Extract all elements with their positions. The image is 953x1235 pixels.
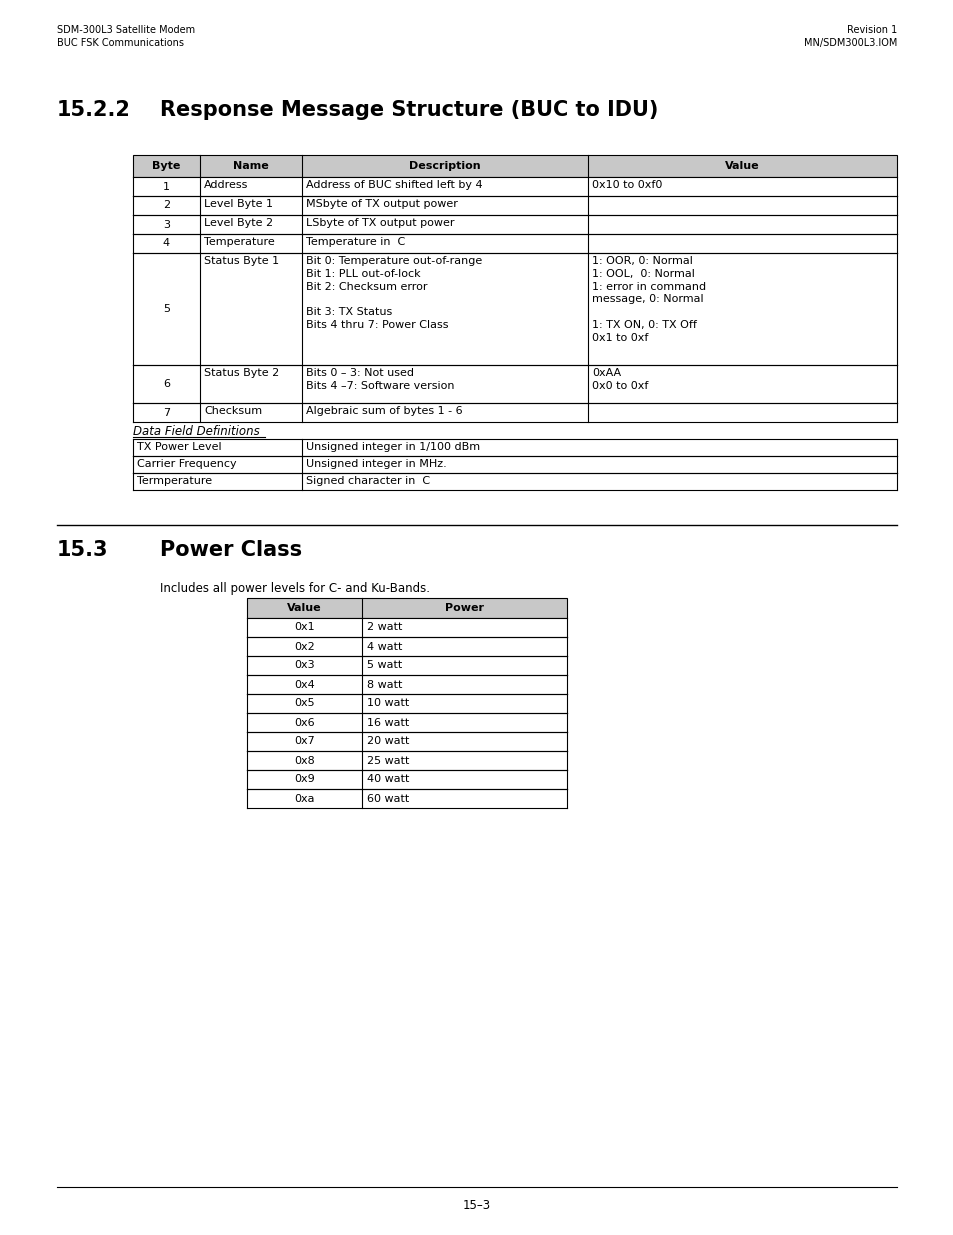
Text: 10 watt: 10 watt: [367, 699, 409, 709]
Bar: [247, 789, 566, 808]
Text: 0x6: 0x6: [294, 718, 314, 727]
Bar: [247, 637, 566, 656]
Text: 0x3: 0x3: [294, 661, 314, 671]
Bar: [132, 438, 896, 456]
Bar: [132, 403, 896, 422]
Text: 16 watt: 16 watt: [367, 718, 409, 727]
Text: 0x4: 0x4: [294, 679, 314, 689]
Bar: [247, 598, 566, 618]
Text: 15–3: 15–3: [462, 1199, 491, 1212]
Text: Data Field Definitions: Data Field Definitions: [132, 425, 259, 438]
Text: Includes all power levels for C- and Ku-Bands.: Includes all power levels for C- and Ku-…: [160, 582, 430, 595]
Text: 2 watt: 2 watt: [367, 622, 402, 632]
Bar: [247, 618, 566, 637]
Bar: [247, 656, 566, 676]
Text: 0x8: 0x8: [294, 756, 314, 766]
Text: Power: Power: [444, 603, 483, 613]
Text: 15.2.2: 15.2.2: [57, 100, 131, 120]
Text: 4 watt: 4 watt: [367, 641, 402, 652]
Text: 1: OOR, 0: Normal
1: OOL,  0: Normal
1: error in command
message, 0: Normal

1: : 1: OOR, 0: Normal 1: OOL, 0: Normal 1: e…: [592, 256, 705, 343]
Bar: [247, 732, 566, 751]
Text: Status Byte 2: Status Byte 2: [204, 368, 279, 378]
Text: Byte: Byte: [152, 161, 180, 170]
Bar: [247, 751, 566, 769]
Bar: [247, 676, 566, 694]
Bar: [132, 473, 896, 490]
Text: Temperature: Temperature: [204, 237, 274, 247]
Text: Value: Value: [287, 603, 321, 613]
Text: Description: Description: [409, 161, 480, 170]
Text: 0x1: 0x1: [294, 622, 314, 632]
Bar: [132, 366, 896, 403]
Text: 0x7: 0x7: [294, 736, 314, 746]
Bar: [132, 233, 896, 253]
Text: 5: 5: [163, 304, 170, 314]
Bar: [247, 598, 566, 618]
Text: Termperature: Termperature: [137, 475, 212, 487]
Text: 1: 1: [163, 182, 170, 191]
Text: LSbyte of TX output power: LSbyte of TX output power: [306, 219, 454, 228]
Text: Carrier Frequency: Carrier Frequency: [137, 459, 236, 469]
Text: TX Power Level: TX Power Level: [137, 442, 221, 452]
Bar: [247, 694, 566, 713]
Bar: [132, 156, 896, 177]
Text: Bits 0 – 3: Not used
Bits 4 –7: Software version: Bits 0 – 3: Not used Bits 4 –7: Software…: [306, 368, 454, 390]
Text: 20 watt: 20 watt: [367, 736, 409, 746]
Bar: [132, 456, 896, 473]
Bar: [247, 769, 566, 789]
Text: 7: 7: [163, 408, 170, 417]
Bar: [132, 196, 896, 215]
Bar: [132, 156, 896, 177]
Text: Power Class: Power Class: [160, 540, 302, 559]
Text: 6: 6: [163, 379, 170, 389]
Text: Unsigned integer in MHz.: Unsigned integer in MHz.: [306, 459, 446, 469]
Text: Level Byte 1: Level Byte 1: [204, 199, 273, 209]
Text: Checksum: Checksum: [204, 406, 262, 416]
Text: Unsigned integer in 1/100 dBm: Unsigned integer in 1/100 dBm: [306, 442, 479, 452]
Text: 25 watt: 25 watt: [367, 756, 409, 766]
Text: 0xAA
0x0 to 0xf: 0xAA 0x0 to 0xf: [592, 368, 648, 390]
Text: MN/SDM300L3.IOM: MN/SDM300L3.IOM: [802, 38, 896, 48]
Text: 2: 2: [163, 200, 170, 210]
Text: 0x10 to 0xf0: 0x10 to 0xf0: [592, 180, 661, 190]
Bar: [247, 713, 566, 732]
Text: Response Message Structure (BUC to IDU): Response Message Structure (BUC to IDU): [160, 100, 658, 120]
Text: Revision 1: Revision 1: [846, 25, 896, 35]
Text: 40 watt: 40 watt: [367, 774, 409, 784]
Bar: [132, 215, 896, 233]
Bar: [132, 177, 896, 196]
Text: 0x5: 0x5: [294, 699, 314, 709]
Text: Algebraic sum of bytes 1 - 6: Algebraic sum of bytes 1 - 6: [306, 406, 462, 416]
Text: Signed character in  C: Signed character in C: [306, 475, 430, 487]
Text: Value: Value: [724, 161, 759, 170]
Text: Status Byte 1: Status Byte 1: [204, 256, 279, 266]
Text: 15.3: 15.3: [57, 540, 109, 559]
Bar: [132, 253, 896, 366]
Text: 0x9: 0x9: [294, 774, 314, 784]
Text: 8 watt: 8 watt: [367, 679, 402, 689]
Text: Temperature in  C: Temperature in C: [306, 237, 405, 247]
Text: Address of BUC shifted left by 4: Address of BUC shifted left by 4: [306, 180, 482, 190]
Text: 0xa: 0xa: [294, 794, 314, 804]
Text: MSbyte of TX output power: MSbyte of TX output power: [306, 199, 457, 209]
Text: 4: 4: [163, 238, 170, 248]
Text: Address: Address: [204, 180, 248, 190]
Text: Name: Name: [233, 161, 269, 170]
Text: 3: 3: [163, 220, 170, 230]
Text: 5 watt: 5 watt: [367, 661, 402, 671]
Text: Level Byte 2: Level Byte 2: [204, 219, 273, 228]
Text: BUC FSK Communications: BUC FSK Communications: [57, 38, 184, 48]
Text: 60 watt: 60 watt: [367, 794, 409, 804]
Text: SDM-300L3 Satellite Modem: SDM-300L3 Satellite Modem: [57, 25, 195, 35]
Text: 0x2: 0x2: [294, 641, 314, 652]
Text: Bit 0: Temperature out-of-range
Bit 1: PLL out-of-lock
Bit 2: Checksum error

Bi: Bit 0: Temperature out-of-range Bit 1: P…: [306, 256, 482, 330]
